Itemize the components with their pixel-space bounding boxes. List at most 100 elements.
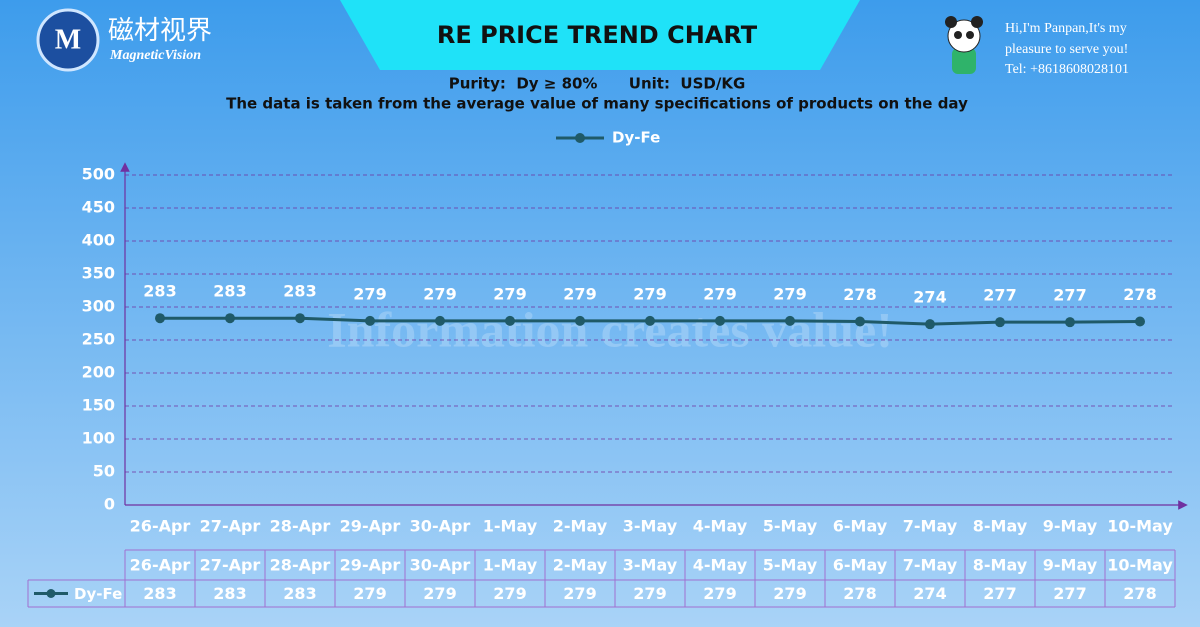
x-tick-label: 8-May bbox=[973, 517, 1028, 536]
data-label: 279 bbox=[493, 284, 526, 303]
data-label: 279 bbox=[773, 284, 806, 303]
x-tick-label: 5-May bbox=[763, 517, 818, 536]
table-value: 274 bbox=[913, 584, 946, 603]
table-value: 279 bbox=[353, 584, 386, 603]
table-value: 279 bbox=[773, 584, 806, 603]
table-legend-marker bbox=[46, 589, 56, 598]
table-value: 279 bbox=[633, 584, 666, 603]
y-tick-label: 350 bbox=[82, 264, 115, 283]
logo-cn: 磁材视界 bbox=[108, 16, 212, 46]
table-header: 1-May bbox=[483, 556, 538, 575]
subtitle: Purity: Dy ≥ 80% Unit: USD/KG bbox=[449, 75, 746, 93]
data-point bbox=[785, 315, 795, 326]
table-header: 8-May bbox=[973, 556, 1028, 575]
y-tick-label: 150 bbox=[82, 396, 115, 415]
data-point bbox=[995, 317, 1005, 328]
legend-label: Dy-Fe bbox=[612, 129, 660, 147]
data-point bbox=[575, 315, 585, 326]
x-tick-label: 1-May bbox=[483, 517, 538, 536]
logo-icon bbox=[36, 8, 100, 72]
data-label: 279 bbox=[703, 284, 736, 303]
data-label: 279 bbox=[353, 284, 386, 303]
data-label: 278 bbox=[843, 285, 876, 304]
data-label: 274 bbox=[913, 288, 946, 307]
table-value: 277 bbox=[983, 584, 1016, 603]
greeting-line: Hi,I'm Panpan,It's my bbox=[1005, 21, 1127, 36]
x-tick-label: 6-May bbox=[833, 517, 888, 536]
table-value: 283 bbox=[143, 584, 176, 603]
logo-letter: M bbox=[55, 24, 81, 55]
x-tick-label: 2-May bbox=[553, 517, 608, 536]
data-label: 277 bbox=[1053, 286, 1086, 305]
table-header: 3-May bbox=[623, 556, 678, 575]
data-label: 279 bbox=[563, 284, 596, 303]
table-value: 278 bbox=[1123, 584, 1156, 603]
data-point bbox=[155, 313, 165, 324]
table-value: 279 bbox=[423, 584, 456, 603]
data-label: 279 bbox=[423, 284, 456, 303]
x-tick-label: 3-May bbox=[623, 517, 678, 536]
y-tick-label: 500 bbox=[82, 165, 115, 184]
data-label: 277 bbox=[983, 286, 1016, 305]
legend-marker bbox=[575, 133, 585, 143]
y-tick-label: 0 bbox=[104, 495, 115, 514]
y-tick-label: 250 bbox=[82, 330, 115, 349]
table-header: 27-Apr bbox=[200, 556, 261, 575]
data-point bbox=[435, 315, 445, 326]
data-point bbox=[1135, 316, 1145, 327]
y-tick-label: 400 bbox=[82, 231, 115, 250]
data-point bbox=[855, 316, 865, 327]
chart-title: RE PRICE TREND CHART bbox=[437, 21, 758, 49]
note: The data is taken from the average value… bbox=[226, 95, 968, 113]
data-point bbox=[225, 313, 235, 324]
data-label: 283 bbox=[213, 282, 246, 301]
data-point bbox=[925, 319, 935, 330]
greeting-line: Tel: +8618608028101 bbox=[1005, 62, 1129, 77]
table-header: 30-Apr bbox=[410, 556, 471, 575]
y-tick-label: 450 bbox=[82, 198, 115, 217]
table-header: 4-May bbox=[693, 556, 748, 575]
table-value: 283 bbox=[213, 584, 246, 603]
data-label: 283 bbox=[283, 282, 316, 301]
table-header: 5-May bbox=[763, 556, 818, 575]
data-label: 283 bbox=[143, 282, 176, 301]
data-point bbox=[645, 315, 655, 326]
title-banner bbox=[340, 0, 860, 70]
x-tick-label: 10-May bbox=[1107, 517, 1173, 536]
table-header: 29-Apr bbox=[340, 556, 401, 575]
x-tick-label: 29-Apr bbox=[340, 517, 401, 536]
table-row-label: Dy-Fe bbox=[74, 585, 122, 603]
table-value: 277 bbox=[1053, 584, 1086, 603]
table-value: 283 bbox=[283, 584, 316, 603]
data-point bbox=[365, 315, 375, 326]
table-header: 6-May bbox=[833, 556, 888, 575]
table-header: 9-May bbox=[1043, 556, 1098, 575]
table-header: 28-Apr bbox=[270, 556, 331, 575]
x-tick-label: 26-Apr bbox=[130, 517, 191, 536]
table-value: 279 bbox=[493, 584, 526, 603]
table-header: 26-Apr bbox=[130, 556, 191, 575]
data-point bbox=[295, 313, 305, 324]
greeting-line: pleasure to serve you! bbox=[1005, 42, 1128, 57]
data-point bbox=[1065, 317, 1075, 328]
data-label: 279 bbox=[633, 284, 666, 303]
table-header: 10-May bbox=[1107, 556, 1173, 575]
x-tick-label: 7-May bbox=[903, 517, 958, 536]
table-value: 279 bbox=[563, 584, 596, 603]
data-point bbox=[715, 315, 725, 326]
x-tick-label: 30-Apr bbox=[410, 517, 471, 536]
table-header: 7-May bbox=[903, 556, 958, 575]
y-tick-label: 100 bbox=[82, 429, 115, 448]
table-header: 2-May bbox=[553, 556, 608, 575]
panda bbox=[945, 16, 983, 74]
x-tick-label: 27-Apr bbox=[200, 517, 261, 536]
y-tick-label: 50 bbox=[93, 462, 115, 481]
x-tick-label: 4-May bbox=[693, 517, 748, 536]
y-tick-label: 200 bbox=[82, 363, 115, 382]
data-point bbox=[505, 315, 515, 326]
logo-en: MagneticVision bbox=[109, 48, 201, 63]
data-label: 278 bbox=[1123, 285, 1156, 304]
x-tick-label: 28-Apr bbox=[270, 517, 331, 536]
